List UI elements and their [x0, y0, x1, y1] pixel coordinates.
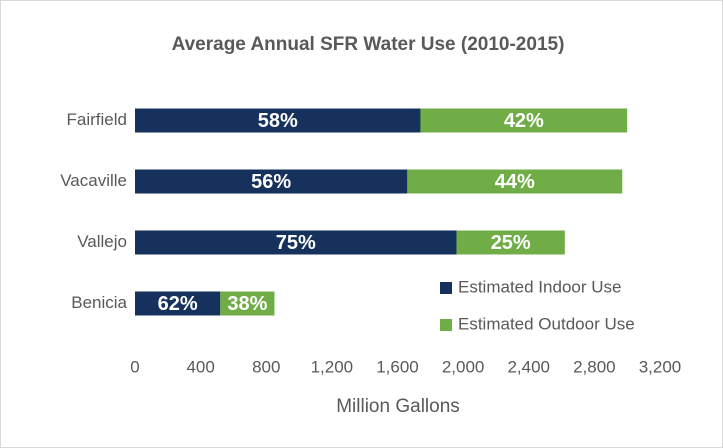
data-label: 75% — [276, 232, 316, 254]
bar-segment — [135, 291, 221, 316]
data-label: 42% — [504, 110, 544, 132]
y-tick-label: Vallejo — [77, 232, 127, 251]
bar-segment — [135, 108, 421, 133]
x-tick-label: 3,200 — [639, 357, 682, 376]
x-tick-label: 2,800 — [573, 357, 616, 376]
x-tick-label: 400 — [186, 357, 214, 376]
bar-segment — [456, 230, 565, 255]
x-tick-label: 1,200 — [311, 357, 354, 376]
data-label: 38% — [227, 293, 267, 315]
legend-swatch — [440, 319, 452, 331]
x-tick-label: 2,000 — [442, 357, 485, 376]
legend-swatch — [440, 282, 452, 294]
legend-label: Estimated Outdoor Use — [458, 314, 635, 333]
data-label: 25% — [491, 232, 531, 254]
chart-title: Average Annual SFR Water Use (2010-2015) — [172, 34, 565, 55]
x-tick-label: 800 — [252, 357, 280, 376]
y-tick-label: Benicia — [71, 293, 127, 312]
legend-label: Estimated Indoor Use — [458, 277, 621, 296]
bar-segment — [220, 291, 275, 316]
data-label: 62% — [158, 293, 198, 315]
bar-segment — [135, 169, 408, 194]
data-label: 44% — [495, 171, 535, 193]
y-tick-label: Fairfield — [67, 110, 127, 129]
y-tick-label: Vacaville — [60, 171, 127, 190]
bar-segment — [407, 169, 623, 194]
bar-segment — [135, 230, 457, 255]
data-label: 56% — [251, 171, 291, 193]
x-tick-label: 0 — [130, 357, 139, 376]
data-label: 58% — [258, 110, 298, 132]
x-tick-label: 1,600 — [376, 357, 419, 376]
x-tick-label: 2,400 — [507, 357, 550, 376]
bar-segment — [420, 108, 628, 133]
x-axis-title: Million Gallons — [336, 396, 460, 417]
